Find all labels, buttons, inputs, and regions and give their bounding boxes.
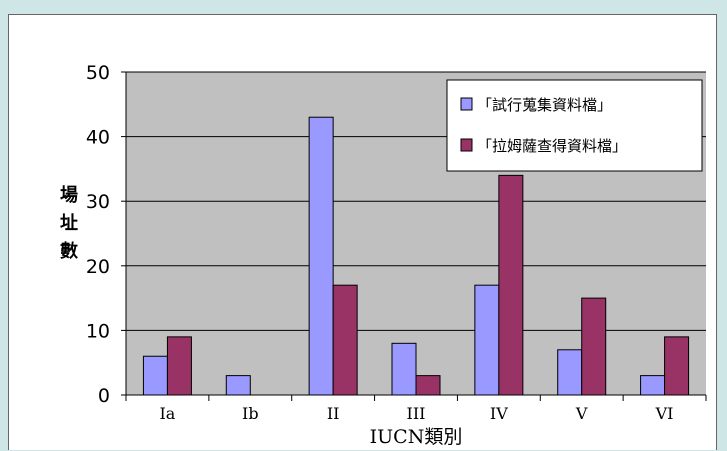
y-tick-label: 10 — [86, 320, 110, 342]
y-axis-label-char: 數 — [60, 241, 78, 262]
bar-1 — [225, 375, 251, 396]
y-tick-label: 40 — [86, 127, 110, 149]
x-tick-label: III — [407, 404, 426, 423]
bar-1 — [308, 116, 334, 396]
legend-label-2: 「拉姆薩查得資料檔」 — [477, 137, 627, 155]
bar-2 — [498, 174, 524, 396]
x-tick-label: II — [327, 404, 340, 423]
x-tick-label: Ib — [242, 404, 259, 423]
x-axis-label: IUCN類別 — [370, 426, 463, 448]
x-tick-label: V — [575, 404, 588, 423]
y-tick-label: 0 — [98, 385, 110, 407]
bar-2 — [415, 375, 441, 396]
legend-swatch-2 — [460, 138, 473, 152]
bar-1 — [640, 375, 666, 396]
bar-1 — [391, 342, 417, 396]
x-tick-label: VI — [655, 404, 674, 423]
legend-swatch-1 — [460, 97, 473, 111]
bar-1 — [557, 349, 583, 396]
bar-2 — [166, 336, 192, 396]
y-tick-label: 20 — [86, 256, 110, 278]
bar-1 — [474, 284, 500, 396]
y-tick-label: 50 — [86, 62, 110, 84]
bar-2 — [664, 336, 690, 396]
x-tick-label: Ia — [159, 404, 175, 423]
x-tick-label: IV — [490, 404, 508, 423]
bar-2 — [581, 297, 607, 396]
bar-1 — [142, 355, 168, 396]
y-tick-label: 30 — [86, 191, 110, 213]
legend-box — [446, 79, 703, 172]
legend-label-1: 「試行蒐集資料檔」 — [477, 96, 612, 114]
bar-2 — [332, 284, 358, 396]
y-axis-label-char: 址 — [60, 213, 78, 234]
chart-frame: 0 10 20 30 40 50 Ia Ib II III IV V VI IUCN類別場址數「試行蒐集資… — [8, 14, 717, 450]
y-axis-label-char: 場 — [60, 185, 78, 206]
